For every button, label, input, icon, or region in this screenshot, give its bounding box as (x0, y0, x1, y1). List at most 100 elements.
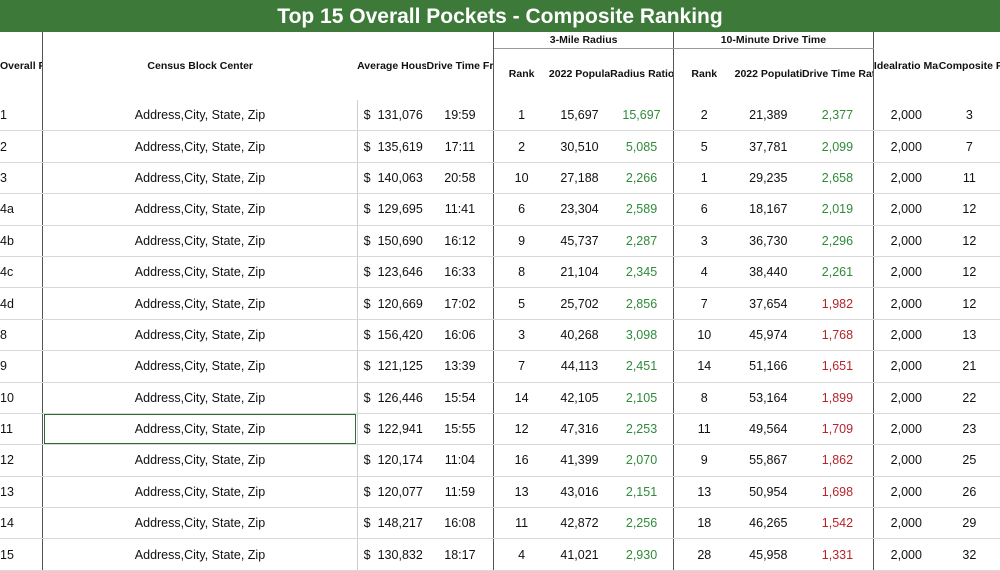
cell-drive-pop[interactable]: 50,954 (734, 476, 802, 509)
group-10-minute-drive[interactable]: 10-Minute Drive Time (673, 32, 874, 49)
cell-overall-rank[interactable]: 10 (0, 382, 44, 414)
cell-avg-income[interactable]: $129,695 (357, 193, 427, 226)
cell-avg-income[interactable]: $120,669 (357, 287, 427, 320)
table-row[interactable]: 3 Address,City, State, Zip $140,063 20:58 10… (0, 162, 1000, 195)
cell-avg-income[interactable]: $126,446 (357, 382, 427, 414)
cell-composite-ranking[interactable]: 25 (938, 444, 1000, 477)
cell-drive-time-base[interactable]: 18:17 (426, 538, 495, 571)
cell-radius-pop[interactable]: 45,737 (548, 225, 611, 257)
cell-drive-time-base[interactable]: 11:41 (426, 193, 495, 226)
cell-radius-pop[interactable]: 25,702 (548, 287, 611, 320)
col-drive-rank[interactable]: Rank (691, 68, 718, 80)
cell-overall-rank[interactable]: 4c (0, 256, 44, 289)
cell-ideal-ratio[interactable]: 2,000 (873, 476, 939, 509)
cell-drive-time-base[interactable]: 15:54 (426, 382, 495, 414)
cell-overall-rank[interactable]: 11 (0, 413, 44, 446)
cell-overall-rank[interactable]: 13 (0, 476, 44, 509)
cell-drive-pop[interactable]: 37,781 (734, 130, 802, 163)
cell-drive-time-base[interactable]: 16:08 (426, 507, 495, 540)
cell-overall-rank[interactable]: 12 (0, 444, 44, 477)
cell-drive-pop[interactable]: 36,730 (734, 225, 802, 257)
cell-drive-rank[interactable]: 14 (673, 350, 735, 383)
cell-address[interactable]: Address,City, State, Zip (42, 319, 358, 352)
cell-radius-rank[interactable]: 14 (493, 382, 549, 414)
cell-drive-time-ratio[interactable]: 1,651 (801, 350, 874, 383)
cell-radius-rank[interactable]: 7 (493, 350, 549, 383)
cell-drive-pop[interactable]: 45,958 (734, 538, 802, 571)
cell-drive-rank[interactable]: 5 (673, 130, 735, 163)
cell-radius-rank[interactable]: 11 (493, 507, 549, 540)
cell-address[interactable]: Address,City, State, Zip (42, 350, 358, 383)
cell-composite-ranking[interactable]: 12 (938, 256, 1000, 289)
table-row[interactable]: 13 Address,City, State, Zip $120,077 11:59 1… (0, 476, 1000, 509)
cell-ideal-ratio[interactable]: 2,000 (873, 225, 939, 257)
cell-ideal-ratio[interactable]: 2,000 (873, 538, 939, 571)
cell-radius-pop[interactable]: 44,113 (548, 350, 611, 383)
cell-avg-income[interactable]: $123,646 (357, 256, 427, 289)
cell-overall-rank[interactable]: 4a (0, 193, 44, 226)
cell-drive-rank[interactable]: 7 (673, 287, 735, 320)
cell-ideal-ratio[interactable]: 2,000 (873, 193, 939, 226)
cell-radius-ratio[interactable]: 2,856 (610, 287, 674, 320)
cell-radius-rank[interactable]: 5 (493, 287, 549, 320)
cell-radius-ratio[interactable]: 2,266 (610, 162, 674, 195)
cell-ideal-ratio[interactable]: 2,000 (873, 413, 939, 446)
cell-drive-time-ratio[interactable]: 2,261 (801, 256, 874, 289)
cell-radius-pop[interactable]: 23,304 (548, 193, 611, 226)
cell-drive-time-ratio[interactable]: 1,862 (801, 444, 874, 477)
cell-drive-pop[interactable]: 21,389 (734, 100, 802, 132)
cell-address[interactable]: Address,City, State, Zip (42, 287, 358, 320)
cell-drive-pop[interactable]: 45,974 (734, 319, 802, 352)
cell-address[interactable]: Address,City, State, Zip (42, 225, 358, 257)
cell-drive-rank[interactable]: 28 (673, 538, 735, 571)
cell-drive-time-ratio[interactable]: 1,982 (801, 287, 874, 320)
cell-composite-ranking[interactable]: 26 (938, 476, 1000, 509)
cell-drive-pop[interactable]: 55,867 (734, 444, 802, 477)
cell-composite-ranking[interactable]: 29 (938, 507, 1000, 540)
cell-composite-ranking[interactable]: 12 (938, 287, 1000, 320)
cell-overall-rank[interactable]: 2 (0, 130, 44, 163)
cell-address[interactable]: Address,City, State, Zip (42, 538, 358, 571)
cell-radius-pop[interactable]: 40,268 (548, 319, 611, 352)
cell-address[interactable]: Address,City, State, Zip (42, 256, 358, 289)
col-drive-time-base[interactable]: Drive Time From Base (Minutes) (426, 32, 495, 100)
cell-drive-time-ratio[interactable]: 1,709 (801, 413, 874, 446)
cell-overall-rank[interactable]: 14 (0, 507, 44, 540)
cell-drive-rank[interactable]: 13 (673, 476, 735, 509)
table-row[interactable]: 10 Address,City, State, Zip $126,446 15:54 1… (0, 382, 1000, 414)
cell-drive-rank[interactable]: 10 (673, 319, 735, 352)
cell-composite-ranking[interactable]: 12 (938, 193, 1000, 226)
cell-address[interactable]: Address,City, State, Zip (42, 162, 358, 195)
cell-radius-pop[interactable]: 42,872 (548, 507, 611, 540)
cell-radius-ratio[interactable]: 5,085 (610, 130, 674, 163)
cell-radius-rank[interactable]: 6 (493, 193, 549, 226)
cell-drive-time-base[interactable]: 16:06 (426, 319, 495, 352)
cell-avg-income[interactable]: $150,690 (357, 225, 427, 257)
cell-radius-rank[interactable]: 3 (493, 319, 549, 352)
table-row[interactable]: 2 Address,City, State, Zip $135,619 17:11 2 3… (0, 130, 1000, 163)
cell-composite-ranking[interactable]: 32 (938, 538, 1000, 571)
cell-ideal-ratio[interactable]: 2,000 (873, 130, 939, 163)
cell-drive-time-ratio[interactable]: 1,698 (801, 476, 874, 509)
col-avg-income[interactable]: Average Household Income (357, 59, 427, 72)
cell-overall-rank[interactable]: 8 (0, 319, 44, 352)
cell-radius-ratio[interactable]: 2,451 (610, 350, 674, 383)
cell-radius-ratio[interactable]: 3,098 (610, 319, 674, 352)
cell-drive-time-base[interactable]: 17:11 (426, 130, 495, 163)
cell-radius-rank[interactable]: 12 (493, 413, 549, 446)
cell-drive-time-base[interactable]: 13:39 (426, 350, 495, 383)
cell-radius-rank[interactable]: 8 (493, 256, 549, 289)
cell-radius-rank[interactable]: 13 (493, 476, 549, 509)
cell-drive-time-base[interactable]: 17:02 (426, 287, 495, 320)
cell-drive-time-ratio[interactable]: 2,377 (801, 100, 874, 132)
cell-drive-time-base[interactable]: 20:58 (426, 162, 495, 195)
cell-avg-income[interactable]: $130,832 (357, 538, 427, 571)
cell-radius-ratio[interactable]: 2,930 (610, 538, 674, 571)
cell-drive-time-ratio[interactable]: 2,296 (801, 225, 874, 257)
cell-radius-pop[interactable]: 27,188 (548, 162, 611, 195)
cell-address[interactable]: Address,City, State, Zip (42, 476, 358, 509)
cell-drive-time-ratio[interactable]: 2,019 (801, 193, 874, 226)
cell-radius-rank[interactable]: 10 (493, 162, 549, 195)
cell-drive-rank[interactable]: 9 (673, 444, 735, 477)
col-radius-pop[interactable]: 2022 Population (548, 68, 611, 80)
